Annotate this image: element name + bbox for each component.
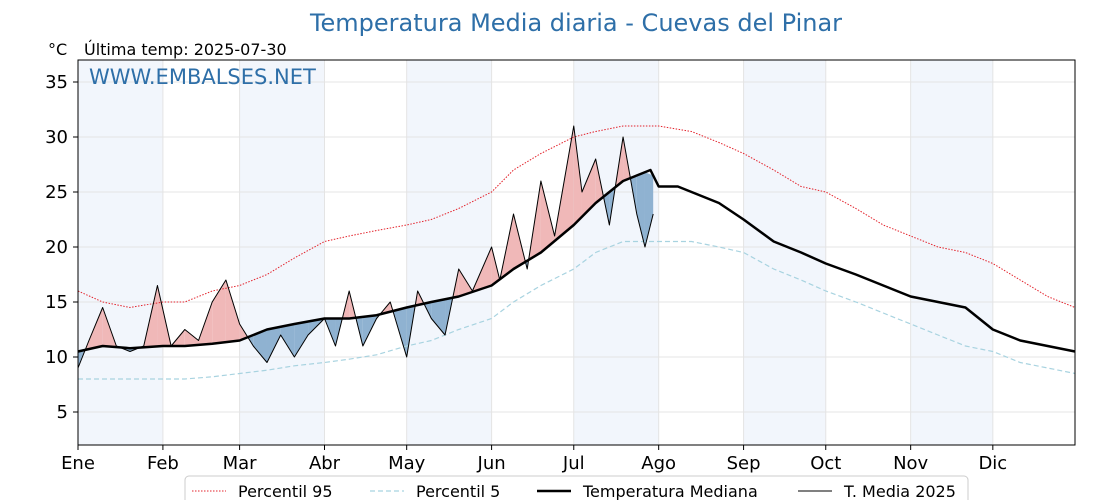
anomaly-fill <box>636 172 645 247</box>
legend-label: Percentil 5 <box>416 482 500 500</box>
x-tick-label: Nov <box>893 453 928 474</box>
x-tick-label: Feb <box>147 453 179 474</box>
month-band <box>910 60 993 445</box>
anomaly-fill <box>88 307 103 350</box>
series-2025-line <box>77 125 654 369</box>
chart-title: Temperatura Media diaria - Cuevas del Pi… <box>309 9 842 37</box>
x-tick-label: Mar <box>223 453 258 474</box>
x-tick-label: Sep <box>727 453 761 474</box>
anomaly-fill <box>280 324 295 357</box>
x-tick-label: Dic <box>978 453 1007 474</box>
x-tick-label: Jul <box>562 453 585 474</box>
x-tick-label: Ago <box>641 453 676 474</box>
y-unit-label: °C <box>48 40 67 59</box>
anomaly-fill <box>253 329 267 363</box>
x-tick-label: Oct <box>810 453 841 474</box>
x-tick-label: May <box>388 453 426 474</box>
y-tick-label: 25 <box>45 182 68 203</box>
legend-label: Temperatura Mediana <box>582 482 758 500</box>
month-band <box>78 60 163 445</box>
anomaly-fill <box>431 299 446 335</box>
anomaly-fill <box>644 172 654 247</box>
anomaly-fill <box>225 280 240 343</box>
last-temp-label: Última temp: 2025-07-30 <box>84 40 287 59</box>
x-tick-label: Jun <box>477 453 506 474</box>
series-median-line <box>77 168 1076 353</box>
month-band <box>743 60 826 445</box>
month-band <box>406 60 492 445</box>
legend-label: Percentil 95 <box>238 482 333 500</box>
anomaly-fill <box>458 269 473 297</box>
anomaly-fill <box>540 181 555 253</box>
legend-label: T. Media 2025 <box>843 482 956 500</box>
legend-box <box>184 475 969 500</box>
y-tick-label: 5 <box>57 402 68 423</box>
y-tick-label: 30 <box>45 127 68 148</box>
month-band <box>573 60 659 445</box>
x-tick-label: Abr <box>309 453 341 474</box>
legend: Percentil 95 Percentil 5 Temperatura Media… <box>184 475 969 500</box>
x-tick-label: Ene <box>61 453 95 474</box>
watermark: WWW.EMBALSES.NET <box>89 65 316 89</box>
y-tick-label: 20 <box>45 237 68 258</box>
anomaly-fill <box>266 326 281 363</box>
plot-area: 5 10 15 20 25 30 35 Ene Feb Mar Abr May Jun Jul Ago Sep… <box>45 59 1076 474</box>
anomaly-fill <box>294 321 309 357</box>
anomaly-fill <box>573 126 582 225</box>
y-tick-label: 15 <box>45 292 68 313</box>
plot-frame <box>77 59 1076 446</box>
y-tick-label: 10 <box>45 347 68 368</box>
month-band <box>239 60 325 445</box>
anomaly-fill <box>184 329 199 346</box>
series-p5-line <box>78 240 1076 380</box>
anomaly-fill <box>212 280 226 344</box>
anomaly-fill <box>581 159 596 217</box>
y-tick-label: 35 <box>45 72 68 93</box>
